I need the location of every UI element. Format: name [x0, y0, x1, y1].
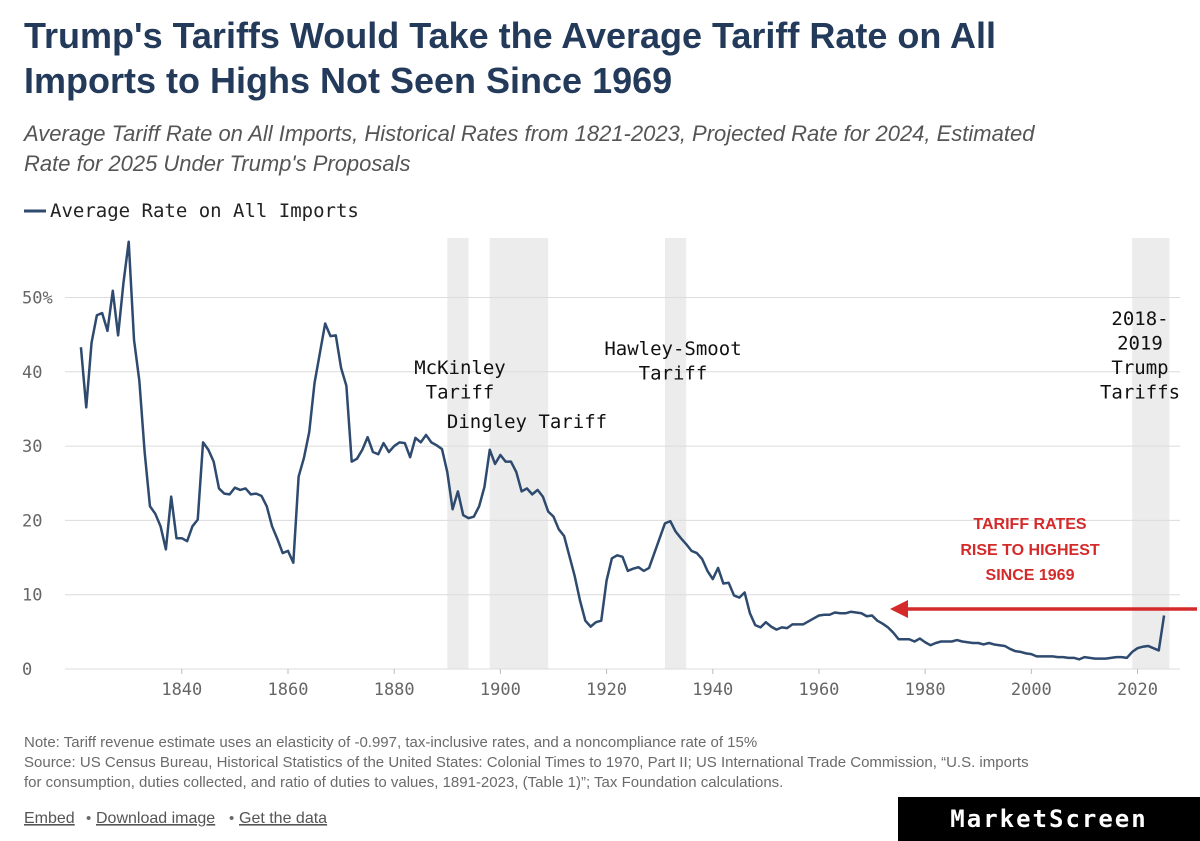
y-tick-label: 50%	[22, 288, 53, 308]
data-link[interactable]: Get the data	[239, 810, 327, 827]
source: for consumption, duties collected, and r…	[24, 774, 783, 791]
x-tick-label: 1860	[268, 680, 309, 700]
y-tick-label: 20	[22, 511, 42, 531]
separator: •	[86, 810, 91, 827]
x-tick-label: 1980	[905, 680, 946, 700]
period-label: Tariffs	[1100, 382, 1180, 404]
x-tick-label: 1960	[798, 680, 839, 700]
shaded-period	[1132, 238, 1170, 669]
background-layer	[65, 238, 1180, 670]
chart-title: Imports to Highs Not Seen Since 1969	[24, 60, 672, 101]
shaded-period	[447, 238, 469, 669]
y-tick-label: 40	[22, 363, 42, 383]
x-tick-label: 1840	[161, 680, 202, 700]
source: Source: US Census Bureau, Historical Sta…	[24, 754, 1029, 771]
x-tick-label: 1940	[692, 680, 733, 700]
y-tick-label: 10	[22, 586, 42, 606]
legend-label: Average Rate on All Imports	[50, 200, 359, 222]
embed-link[interactable]: Embed	[24, 810, 75, 827]
arrow-note: SINCE 1969	[986, 567, 1075, 584]
x-tick-label: 1880	[374, 680, 415, 700]
brand: MarketScreen	[950, 805, 1147, 833]
x-tick-label: 2020	[1117, 680, 1158, 700]
x-tick-label: 1920	[586, 680, 627, 700]
chart-subtitle: Average Tariff Rate on All Imports, Hist…	[22, 121, 1035, 146]
y-tick-label: 0	[22, 660, 32, 680]
shaded-period	[664, 238, 687, 669]
period-label: Tariff	[426, 382, 495, 404]
period-label: Trump	[1111, 357, 1168, 379]
download-link[interactable]: Download image	[96, 810, 215, 827]
arrow-note: TARIFF RATES	[973, 516, 1087, 533]
period-label: 2018-	[1111, 308, 1168, 330]
arrow-head	[890, 600, 908, 618]
period-label: 2019	[1117, 333, 1163, 355]
note: Note: Tariff revenue estimate uses an el…	[24, 734, 757, 751]
y-tick-label: 30	[22, 437, 42, 457]
line-series	[79, 240, 1166, 661]
period-label: Hawley-Smoot	[604, 338, 741, 360]
separator: •	[229, 810, 234, 827]
chart-title: Trump's Tariffs Would Take the Average T…	[24, 15, 996, 56]
period-label: Tariff	[639, 363, 708, 385]
x-tick-label: 1900	[480, 680, 521, 700]
chart-subtitle: Rate for 2025 Under Trump's Proposals	[24, 151, 411, 176]
brand-box	[898, 797, 1200, 841]
period-label: Dingley Tariff	[447, 411, 607, 433]
arrow-note: RISE TO HIGHEST	[960, 542, 1100, 559]
shaded-period	[489, 238, 549, 669]
x-tick-label: 2000	[1011, 680, 1052, 700]
period-label: McKinley	[414, 357, 506, 379]
